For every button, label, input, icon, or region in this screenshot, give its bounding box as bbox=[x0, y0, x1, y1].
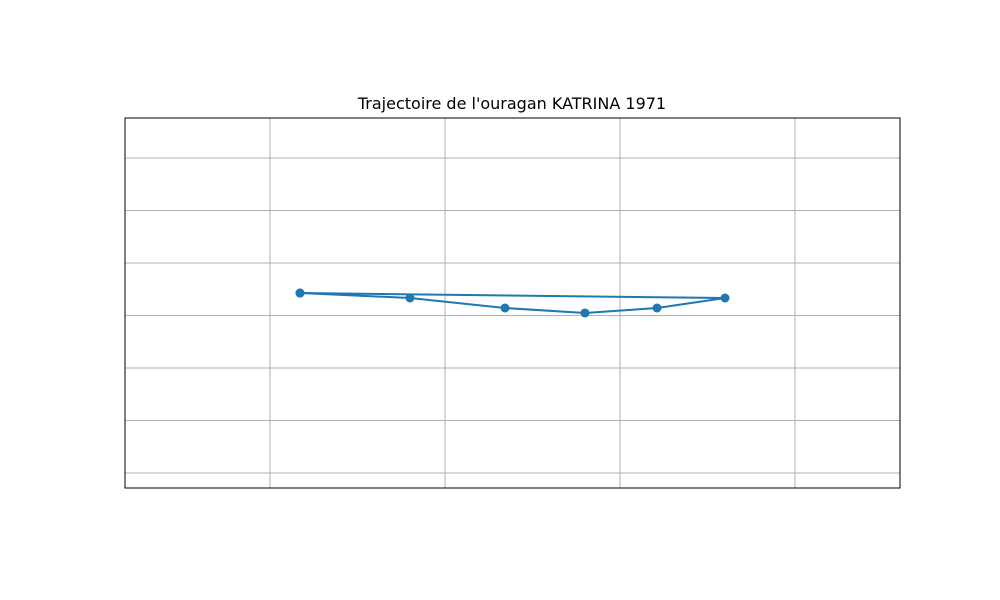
data-point-0-6 bbox=[295, 288, 305, 298]
plot-frame bbox=[124, 117, 901, 489]
data-point-0-5 bbox=[720, 293, 730, 303]
data-point-0-1 bbox=[405, 293, 415, 303]
series-layer bbox=[295, 288, 730, 318]
chart-title: Trajectoire de l'ouragan KATRINA 1971 bbox=[357, 94, 666, 113]
grid bbox=[125, 118, 900, 488]
data-point-0-4 bbox=[652, 303, 662, 313]
data-point-0-2 bbox=[500, 303, 510, 313]
data-point-0-3 bbox=[580, 308, 590, 318]
